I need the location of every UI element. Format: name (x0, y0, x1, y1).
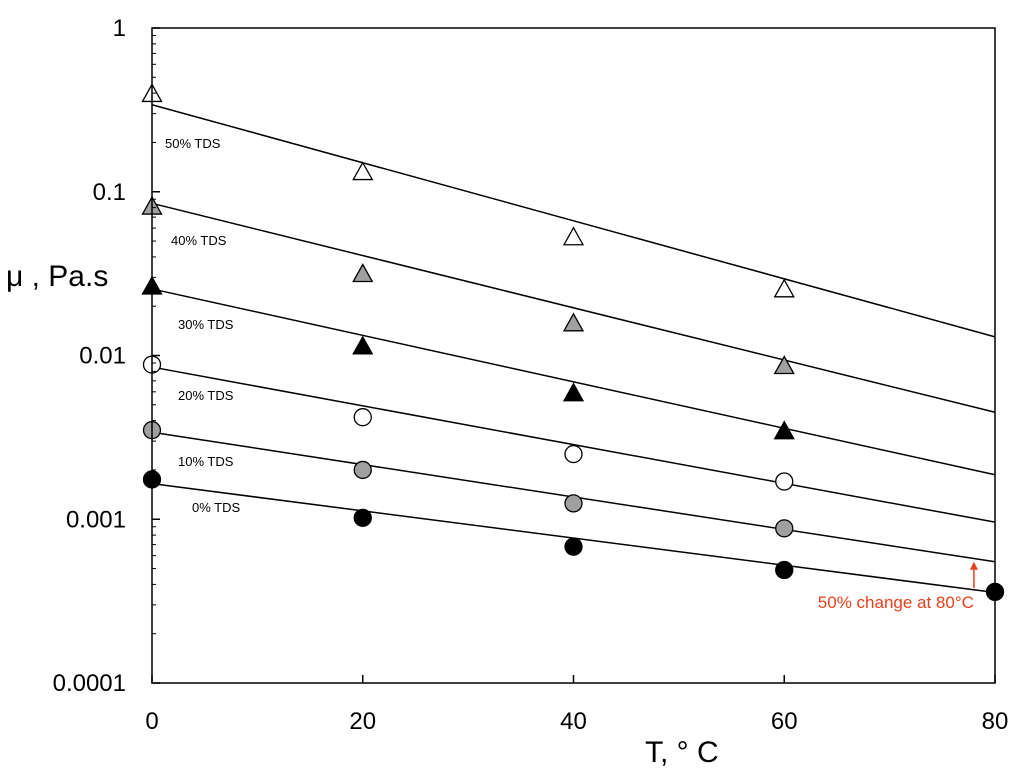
fit-lines (151, 103, 996, 594)
series-label: 30% TDS (178, 317, 234, 332)
annotation-arrow-head (969, 561, 978, 570)
fit-line (151, 103, 996, 338)
data-point (353, 408, 372, 427)
data-point (564, 444, 583, 464)
data-point (564, 494, 583, 513)
series-label: 10% TDS (178, 454, 234, 469)
annotation: 50% change at 80°C (818, 561, 978, 612)
data-markers (141, 83, 1005, 602)
data-point (353, 508, 372, 527)
y-tick-label: 0.0001 (53, 670, 126, 697)
x-tick-label: 40 (560, 708, 587, 735)
plot-frame (151, 27, 996, 684)
fit-line (151, 202, 996, 414)
data-point (564, 537, 583, 556)
data-point (773, 278, 795, 298)
y-tick-label: 0.01 (79, 343, 126, 370)
data-point (773, 420, 795, 440)
x-tick-label: 20 (349, 708, 376, 735)
y-axis-title: μ , Pa.s (6, 260, 108, 293)
data-point (775, 519, 794, 538)
data-point (775, 472, 794, 491)
series-label: 40% TDS (171, 233, 227, 248)
series-label: 20% TDS (178, 388, 234, 403)
data-point (352, 161, 374, 181)
x-tick-label: 60 (771, 708, 798, 735)
x-tick-label: 80 (982, 708, 1009, 735)
y-tick-label: 1 (113, 15, 126, 42)
x-axis-title: T, ° C (645, 736, 719, 769)
x-tick-label: 0 (145, 708, 158, 735)
data-point (562, 226, 585, 246)
y-tick-label: 0.001 (66, 506, 126, 533)
data-point (562, 312, 585, 332)
data-point (352, 263, 374, 283)
data-point (773, 355, 795, 375)
annotation-text: 50% change at 80°C (818, 593, 974, 612)
data-point (353, 460, 372, 480)
y-tick-label: 0.1 (93, 179, 126, 206)
data-point (352, 335, 374, 355)
tick-labels: 0.0001 0.001 0.01 0.1 1 0 20 40 60 80 (53, 15, 1009, 735)
fit-line (151, 288, 996, 476)
series-label: 50% TDS (165, 136, 221, 151)
fit-line (151, 366, 996, 523)
series-labels: 0% TDS 10% TDS 20% TDS 30% TDS 40% TDS 50% TD… (165, 136, 240, 515)
data-point (775, 560, 794, 580)
series-label: 0% TDS (192, 500, 240, 515)
axis-ticks (151, 27, 996, 684)
data-point (562, 382, 585, 402)
